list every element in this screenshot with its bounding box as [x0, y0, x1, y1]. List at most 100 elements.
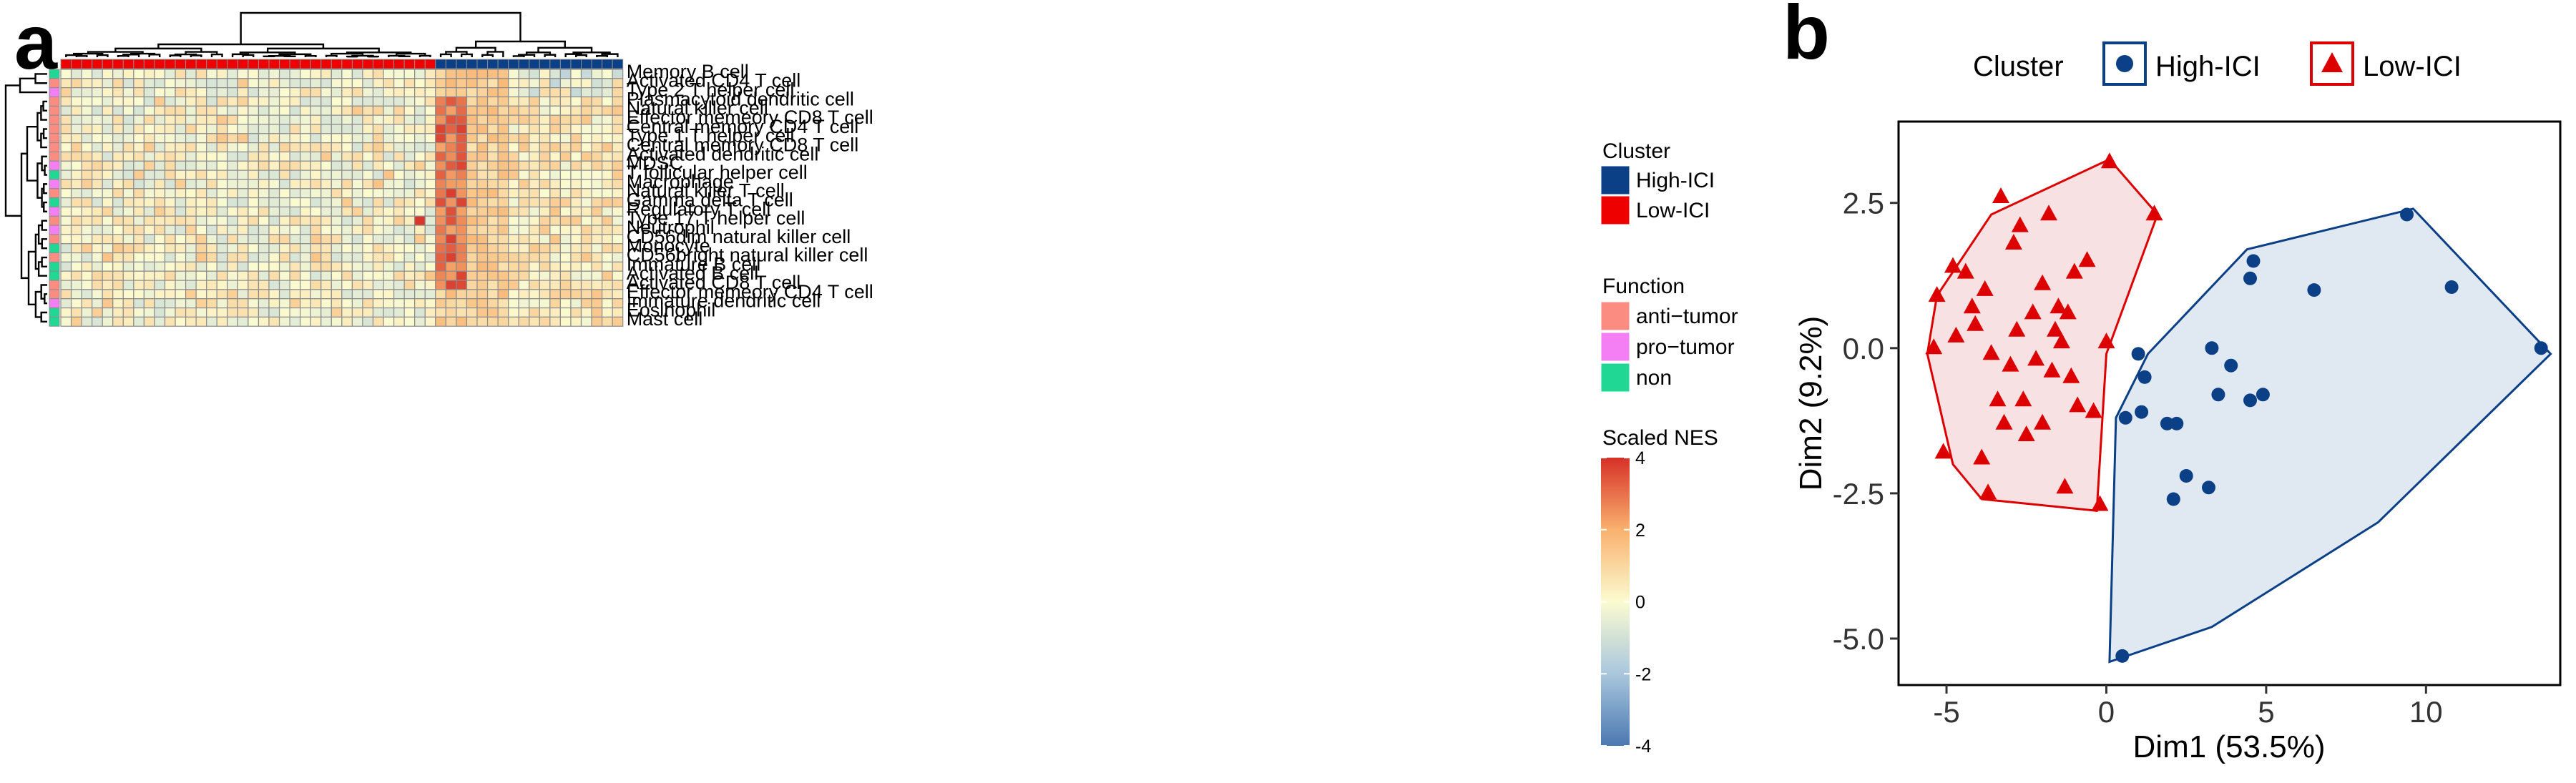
- heatmap-cell: [508, 188, 519, 199]
- heatmap-cell: [591, 78, 603, 89]
- heatmap-cell: [310, 160, 322, 171]
- heatmap-cell: [612, 87, 624, 98]
- low-ici-point: [2097, 333, 2115, 349]
- heatmap-cell: [227, 206, 238, 217]
- cluster-cell: [237, 59, 249, 69]
- heatmap-cell: [102, 133, 114, 144]
- heatmap-cell: [529, 280, 540, 290]
- heatmap-cell: [143, 142, 155, 153]
- heatmap-cell: [351, 124, 363, 134]
- heatmap-cell: [175, 280, 187, 290]
- heatmap-cell: [206, 289, 217, 300]
- heatmap-cell: [310, 96, 322, 107]
- heatmap-cell: [206, 114, 217, 125]
- heatmap-cell: [289, 69, 301, 79]
- scatter-legend: Cluster High-ICI Low-ICI: [1973, 41, 2462, 86]
- heatmap-cell: [570, 114, 582, 125]
- heatmap-cell: [341, 133, 353, 144]
- heatmap-cell: [518, 243, 530, 254]
- heatmap-cell: [403, 96, 416, 107]
- heatmap-cell: [248, 243, 260, 254]
- heatmap-cell: [456, 289, 468, 300]
- heatmap-cell: [154, 252, 166, 263]
- heatmap-cell: [154, 87, 166, 98]
- heatmap-cell: [549, 307, 561, 318]
- heatmap-cell: [456, 243, 468, 254]
- heatmap-cell: [268, 316, 280, 327]
- heatmap-cell: [195, 270, 207, 281]
- heatmap-cell: [154, 289, 166, 300]
- heatmap-cell: [435, 307, 446, 318]
- dendrogram-branch: [439, 53, 452, 57]
- heatmap-cell: [92, 96, 103, 107]
- heatmap-cell: [102, 151, 114, 162]
- heatmap-cell: [424, 270, 436, 281]
- high-ici-point: [2179, 469, 2193, 483]
- low-ici-point: [2069, 396, 2087, 413]
- heatmap-cell: [549, 169, 561, 180]
- heatmap-cell: [92, 234, 103, 245]
- heatmap-cell: [195, 142, 207, 153]
- heatmap-cell: [497, 270, 509, 281]
- heatmap-cell: [206, 252, 217, 263]
- heatmap-cell: [466, 160, 478, 171]
- heatmap-cell: [372, 270, 384, 281]
- heatmap-cell: [81, 252, 93, 263]
- cluster-cell: [466, 59, 478, 69]
- cluster-cell: [508, 59, 519, 69]
- heatmap-cell: [216, 69, 228, 79]
- heatmap-cell: [310, 307, 322, 318]
- heatmap-cell: [102, 124, 114, 134]
- heatmap-cell: [154, 307, 166, 318]
- heatmap-cell: [518, 179, 530, 189]
- heatmap-cell: [393, 316, 405, 327]
- heatmap-cell: [497, 225, 509, 235]
- heatmap-cell: [60, 316, 72, 327]
- heatmap-cell: [164, 289, 176, 300]
- heatmap-cell: [497, 78, 509, 89]
- dendrogram-branch: [474, 40, 566, 48]
- heatmap-cell: [268, 215, 280, 226]
- heatmap-cell: [237, 197, 249, 208]
- heatmap-cell: [81, 243, 93, 254]
- scale-tick-label: 2: [1635, 521, 1645, 541]
- heatmap-cell: [60, 160, 72, 171]
- heatmap-cell: [539, 78, 551, 89]
- heatmap-cell: [60, 105, 72, 116]
- heatmap-cell: [154, 188, 166, 199]
- cluster-cell: [320, 59, 332, 69]
- heatmap-cell: [383, 280, 395, 290]
- heatmap-cell: [539, 215, 551, 226]
- heatmap-cell: [486, 243, 499, 254]
- heatmap-cell: [549, 124, 561, 134]
- row-label: Type 17 T helper cell: [627, 207, 805, 229]
- heatmap-cell: [310, 215, 322, 226]
- heatmap-cell: [164, 243, 176, 254]
- heatmap-cell: [206, 169, 217, 180]
- heatmap-cell: [143, 298, 155, 309]
- heatmap-cell: [580, 280, 592, 290]
- heatmap-cell: [122, 206, 134, 217]
- heatmap-cell: [92, 133, 103, 144]
- heatmap-cell: [351, 234, 363, 245]
- heatmap-cell: [258, 243, 270, 254]
- heatmap-cell: [362, 243, 374, 254]
- heatmap-cell: [143, 114, 155, 125]
- y-tick-label: -2.5: [1833, 477, 1884, 511]
- heatmap-cell: [310, 206, 322, 217]
- heatmap-cell: [570, 270, 582, 281]
- dendrogram-branch: [72, 52, 104, 56]
- heatmap-cell: [320, 133, 332, 144]
- heatmap-cell: [112, 307, 124, 318]
- heatmap-cell: [268, 206, 280, 217]
- heatmap-cell: [112, 124, 124, 134]
- heatmap-cell: [268, 225, 280, 235]
- heatmap-cell: [612, 124, 624, 134]
- heatmap-cell: [81, 298, 93, 309]
- high-ici-point: [2202, 481, 2215, 495]
- heatmap-cell: [258, 225, 270, 235]
- heatmap-cell: [414, 215, 426, 226]
- high-ici-point: [2256, 388, 2270, 402]
- row-label: Activated B cell: [627, 262, 759, 284]
- heatmap-cell: [330, 197, 343, 208]
